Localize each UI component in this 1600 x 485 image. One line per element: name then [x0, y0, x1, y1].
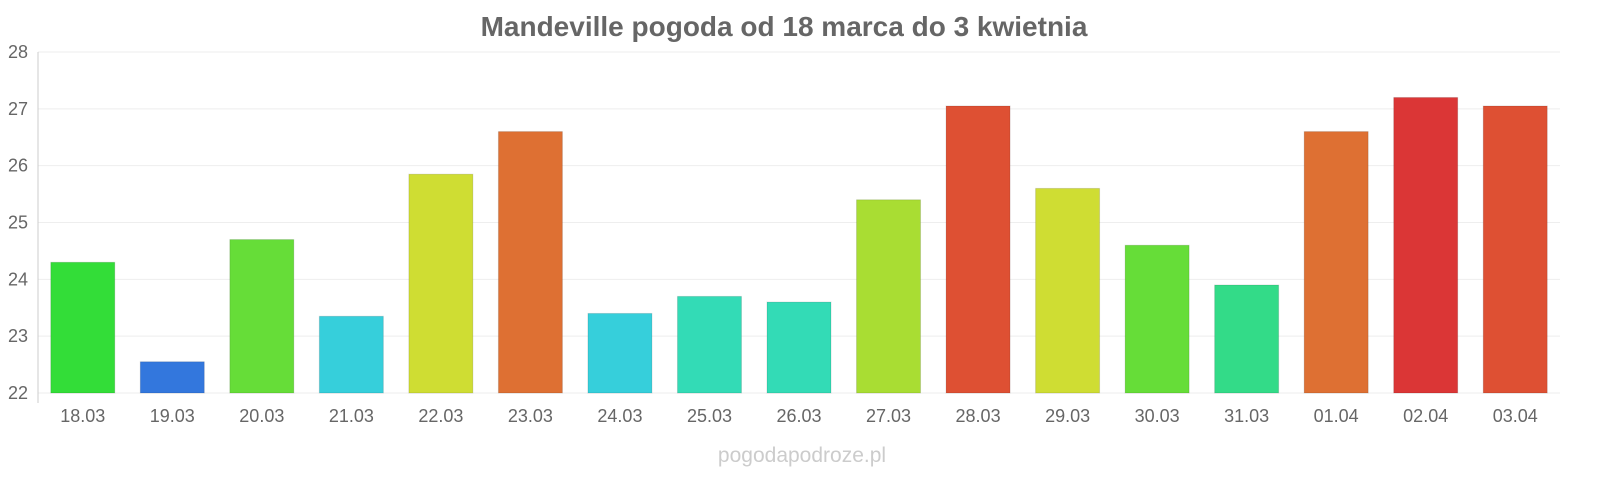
chart-title: Mandeville pogoda od 18 marca do 3 kwiet… — [481, 11, 1088, 42]
y-tick-label: 28 — [8, 42, 28, 62]
bar-24.03 — [587, 312, 653, 394]
bar-21.03 — [318, 315, 384, 394]
bar-31.03 — [1214, 284, 1280, 394]
x-tick-label: 29.03 — [1045, 406, 1090, 426]
bar-30.03 — [1124, 244, 1190, 394]
watermark: pogodapodroze.pl — [718, 444, 886, 467]
bar-02.04 — [1393, 96, 1459, 394]
bar-03.04 — [1482, 105, 1548, 394]
bar-29.03 — [1035, 187, 1101, 394]
x-tick-label: 25.03 — [687, 406, 732, 426]
x-tick-label: 02.04 — [1403, 406, 1448, 426]
bar-25.03 — [676, 295, 742, 394]
y-tick-label: 27 — [8, 99, 28, 119]
bar-26.03 — [766, 301, 832, 394]
x-tick-label: 22.03 — [418, 406, 463, 426]
x-tick-label: 23.03 — [508, 406, 553, 426]
bar-28.03 — [945, 105, 1011, 394]
y-tick-label: 25 — [8, 213, 28, 233]
y-tick-label: 26 — [8, 156, 28, 176]
bar-19.03 — [139, 361, 205, 394]
x-tick-label: 31.03 — [1224, 406, 1269, 426]
x-tick-label: 21.03 — [329, 406, 374, 426]
bar-20.03 — [229, 239, 295, 394]
y-tick-label: 24 — [8, 269, 28, 289]
bar-22.03 — [408, 173, 474, 394]
x-tick-label: 03.04 — [1493, 406, 1538, 426]
bar-18.03 — [50, 261, 116, 394]
bar-01.04 — [1303, 131, 1369, 394]
bar-27.03 — [856, 199, 922, 394]
x-tick-label: 19.03 — [150, 406, 195, 426]
y-tick-label: 23 — [8, 326, 28, 346]
x-tick-label: 01.04 — [1314, 406, 1359, 426]
x-tick-label: 26.03 — [776, 406, 821, 426]
x-tick-label: 27.03 — [866, 406, 911, 426]
x-tick-label: 28.03 — [956, 406, 1001, 426]
bar-23.03 — [497, 131, 563, 394]
x-tick-label: 20.03 — [239, 406, 284, 426]
x-tick-label: 30.03 — [1135, 406, 1180, 426]
x-tick-label: 18.03 — [60, 406, 105, 426]
x-tick-label: 24.03 — [597, 406, 642, 426]
y-tick-label: 22 — [8, 383, 28, 403]
